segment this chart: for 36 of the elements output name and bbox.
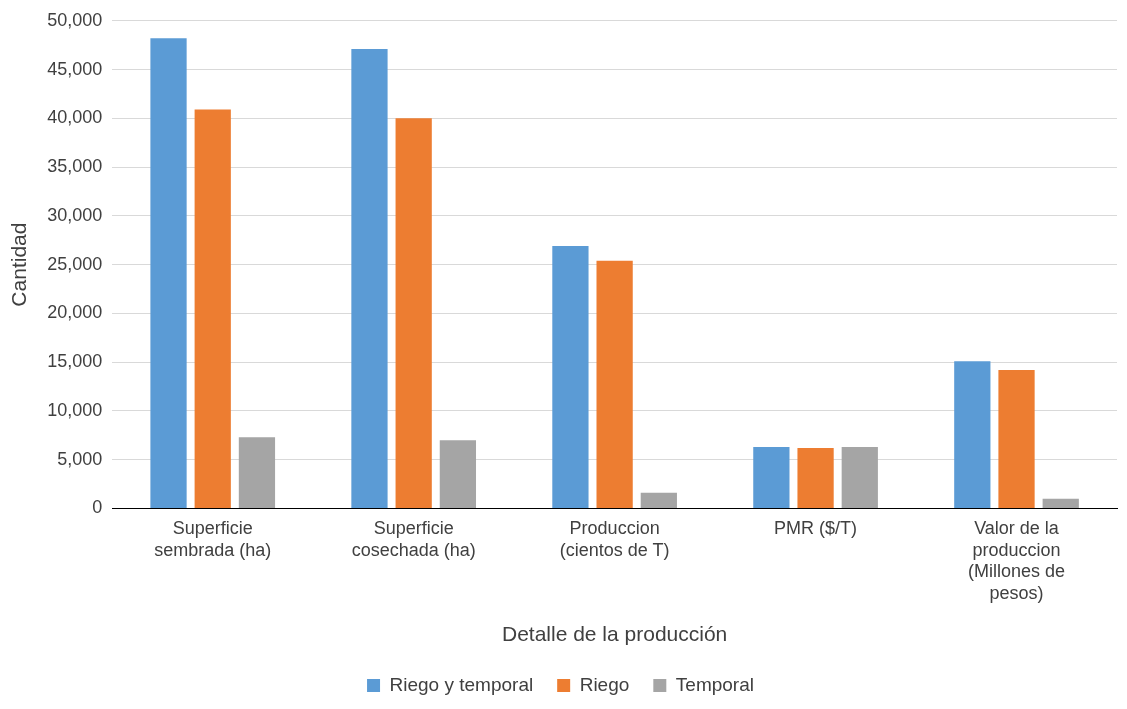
y-tick-label: 40,000 bbox=[47, 107, 103, 128]
bar bbox=[998, 369, 1035, 508]
x-axis-title: Detalle de la producción bbox=[501, 622, 728, 646]
bar bbox=[552, 246, 589, 508]
bar bbox=[596, 260, 633, 508]
bar bbox=[439, 440, 477, 508]
y-tick-label: 35,000 bbox=[47, 156, 103, 177]
bar bbox=[640, 492, 677, 508]
y-tick-label: 30,000 bbox=[47, 204, 103, 225]
bar bbox=[797, 447, 834, 508]
legend-label: Temporal bbox=[675, 673, 754, 695]
y-tick-label: 10,000 bbox=[47, 399, 103, 420]
x-tick-label: Produccion (cientos de T) bbox=[559, 518, 670, 560]
bar bbox=[395, 118, 432, 508]
x-tick-label: Superficie sembrada (ha) bbox=[154, 518, 272, 560]
x-tick-label: Superficie cosechada (ha) bbox=[351, 518, 476, 560]
bar bbox=[351, 49, 388, 508]
bar bbox=[194, 109, 231, 508]
y-tick-label: 20,000 bbox=[47, 302, 103, 323]
y-tick-label: 50,000 bbox=[47, 9, 103, 30]
y-tick-label: 0 bbox=[92, 497, 103, 518]
bar bbox=[1042, 498, 1079, 508]
x-tick-label: Valor de la produccion (Millones de pesos) bbox=[968, 518, 1066, 603]
bar bbox=[238, 437, 276, 508]
bar bbox=[841, 446, 878, 508]
y-tick-label: 5,000 bbox=[57, 448, 103, 469]
legend-label: Riego bbox=[579, 673, 630, 695]
bar bbox=[954, 361, 991, 508]
bar bbox=[150, 38, 187, 508]
bar bbox=[753, 446, 790, 508]
y-tick-label: 45,000 bbox=[47, 58, 103, 79]
y-tick-label: 25,000 bbox=[47, 253, 103, 274]
y-tick-label: 15,000 bbox=[47, 351, 103, 372]
legend-label: Riego y temporal bbox=[389, 673, 534, 695]
y-axis-title: Cantidad bbox=[7, 222, 31, 307]
x-tick-label: PMR ($/T) bbox=[774, 518, 858, 539]
